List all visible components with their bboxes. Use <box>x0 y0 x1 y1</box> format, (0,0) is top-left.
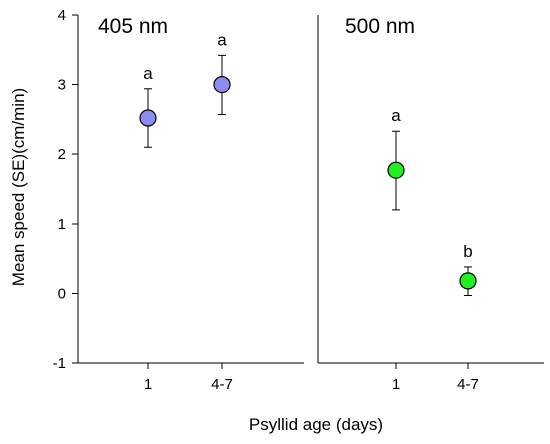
data-point-group: b <box>459 242 477 296</box>
data-point <box>213 75 231 94</box>
y-tick-label: 3 <box>58 77 66 94</box>
significance-label: a <box>143 64 153 83</box>
y-tick-label: -1 <box>53 355 66 372</box>
y-tick-label: 1 <box>58 216 66 233</box>
significance-label: a <box>217 30 227 49</box>
panel-500nm: 500 nm 1 4-7 ab <box>317 15 544 393</box>
significance-label: b <box>463 242 472 261</box>
panel-500nm-title: 500 nm <box>345 15 415 38</box>
data-point-group: a <box>387 106 405 211</box>
y-tick-label: 2 <box>58 146 66 163</box>
panel-405nm-points: aa <box>139 30 231 148</box>
significance-label: a <box>391 106 401 125</box>
panel-500nm-x-ticks: 1 4-7 <box>392 363 479 393</box>
data-point <box>387 161 405 179</box>
panel-405nm-x-ticks: 1 4-7 <box>144 363 233 393</box>
panel-405nm-y-ticks: -1 0 1 2 3 4 <box>53 7 78 372</box>
data-point-group: a <box>213 30 231 116</box>
x-tick-label: 4-7 <box>211 376 233 393</box>
y-tick-label: 0 <box>58 285 66 302</box>
data-point <box>459 272 477 290</box>
data-point <box>139 109 157 127</box>
x-tick-label: 1 <box>392 376 400 393</box>
data-point-group: a <box>139 64 157 148</box>
x-axis-label: Psyllid age (days) <box>249 415 383 434</box>
y-axis-label: Mean speed (SE)(cm/min) <box>9 88 28 286</box>
x-tick-label: 1 <box>144 376 152 393</box>
y-tick-label: 4 <box>58 7 66 24</box>
x-tick-label: 4-7 <box>457 376 479 393</box>
panel-405nm-title: 405 nm <box>98 15 168 38</box>
panel-500nm-points: ab <box>387 106 477 296</box>
